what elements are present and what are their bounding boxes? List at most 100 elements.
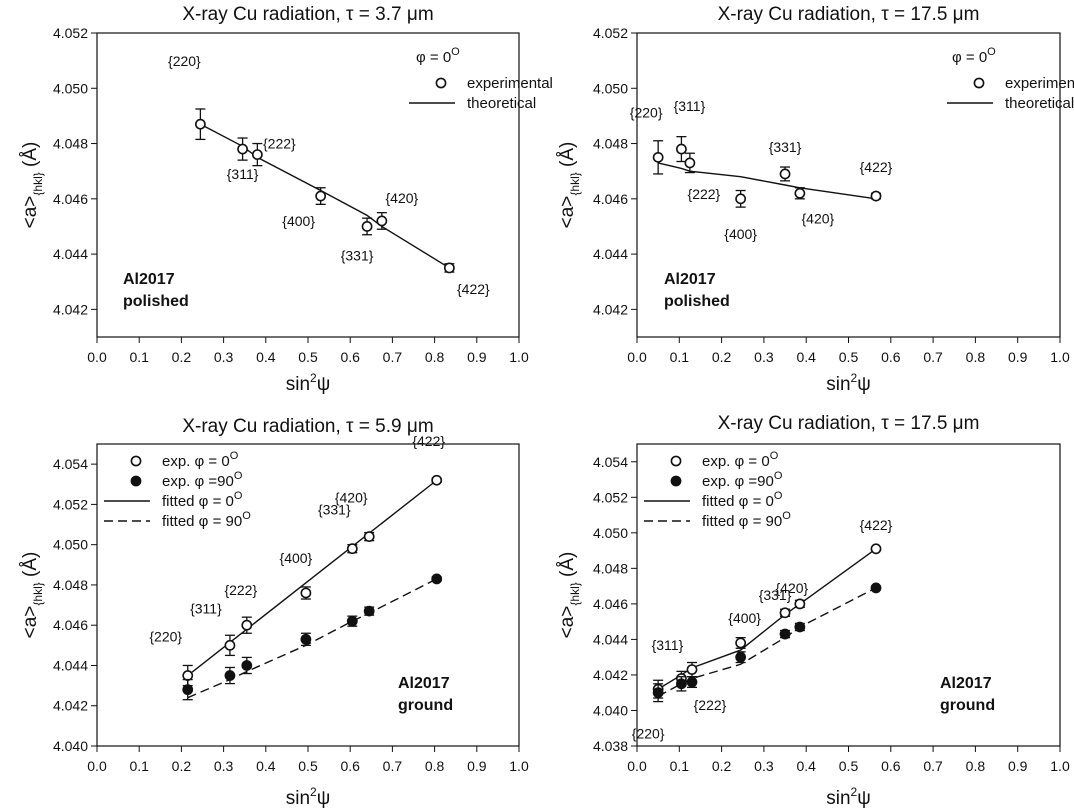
legend-marker bbox=[670, 475, 682, 487]
hkl-label: {220} bbox=[632, 726, 665, 742]
hkl-label: {422} bbox=[860, 159, 893, 175]
hkl-label: {331} bbox=[341, 247, 374, 263]
y-tick-label: 4.044 bbox=[593, 631, 628, 647]
hkl-label: {311} bbox=[190, 600, 222, 616]
y-tick-label: 4.050 bbox=[53, 80, 88, 96]
x-axis-label: sin2ψ bbox=[286, 785, 331, 809]
x-tick-label: 0.3 bbox=[754, 349, 774, 365]
hkl-label: {331} bbox=[769, 139, 802, 155]
hkl-label: {220} bbox=[168, 53, 201, 69]
y-tick-label: 4.042 bbox=[593, 667, 628, 683]
data-point bbox=[182, 684, 194, 696]
legend-label: experimental bbox=[1005, 75, 1074, 92]
legend-marker bbox=[670, 455, 682, 467]
data-point bbox=[779, 628, 791, 640]
x-tick-label: 0.9 bbox=[467, 758, 487, 774]
legend-label: fitted φ = 90O bbox=[162, 510, 251, 530]
y-tick-label: 4.040 bbox=[593, 702, 628, 718]
x-tick-label: 0.7 bbox=[923, 349, 943, 365]
y-tick-label: 4.038 bbox=[593, 738, 628, 754]
chart-title: X-ray Cu radiation, τ = 3.7 μm bbox=[182, 4, 433, 25]
data-point bbox=[779, 607, 791, 619]
x-tick-label: 0.2 bbox=[712, 349, 732, 365]
hkl-label: {331} bbox=[318, 502, 351, 518]
data-point bbox=[363, 531, 375, 543]
data-point bbox=[870, 543, 882, 555]
x-tick-label: 0.3 bbox=[214, 349, 234, 365]
y-tick-label: 4.052 bbox=[593, 489, 628, 505]
hkl-label: {400} bbox=[282, 213, 315, 229]
sample-label: Al2017 bbox=[940, 675, 992, 692]
hkl-label: {331} bbox=[759, 587, 792, 603]
legend-marker bbox=[130, 475, 142, 487]
plot-frame bbox=[96, 32, 520, 338]
x-tick-label: 0.7 bbox=[383, 758, 403, 774]
chart-title: X-ray Cu radiation, τ = 17.5 μm bbox=[718, 413, 980, 434]
y-axis-label: <a>{hkl} (Å) bbox=[557, 142, 582, 229]
hkl-label: {311} bbox=[652, 637, 684, 653]
x-tick-label: 1.0 bbox=[509, 758, 529, 774]
data-point bbox=[194, 118, 206, 130]
x-tick-label: 0.8 bbox=[966, 349, 986, 365]
y-axis-label: <a>{hkl} (Å) bbox=[20, 142, 45, 229]
x-tick-label: 0.6 bbox=[340, 349, 360, 365]
chart-panel-2: X-ray Cu radiation, τ = 17.5 μm 0.0 0.1 0.2… bbox=[557, 4, 1074, 395]
data-point bbox=[676, 143, 687, 155]
hkl-label: {420} bbox=[335, 490, 368, 506]
y-tick-label: 4.044 bbox=[53, 246, 88, 262]
x-tick-label: 0.6 bbox=[881, 758, 901, 774]
chart-panel-3: X-ray Cu radiation, τ = 5.9 μm 0.0 0.1 0.2 0… bbox=[20, 416, 529, 809]
y-tick-label: 4.048 bbox=[53, 136, 88, 152]
x-tick-label: 0.4 bbox=[796, 349, 816, 365]
data-point bbox=[794, 621, 806, 633]
hkl-label: {220} bbox=[630, 104, 663, 120]
y-tick-label: 4.054 bbox=[593, 454, 628, 470]
data-point bbox=[224, 670, 236, 681]
x-tick-label: 0.4 bbox=[256, 349, 276, 365]
x-tick-label: 0.9 bbox=[467, 349, 487, 365]
hkl-label: {420} bbox=[801, 210, 834, 226]
data-point bbox=[735, 637, 747, 649]
x-tick-label: 0.2 bbox=[172, 349, 192, 365]
y-tick-label: 4.040 bbox=[53, 738, 88, 754]
data-point bbox=[443, 262, 455, 274]
data-point bbox=[684, 157, 696, 169]
data-point bbox=[361, 221, 373, 232]
data-point bbox=[652, 687, 664, 699]
y-axis-label: <a>{hkl} (Å) bbox=[20, 552, 45, 639]
x-tick-label: 0.8 bbox=[966, 758, 986, 774]
hkl-label: {222} bbox=[694, 697, 727, 713]
sample-label: ground bbox=[398, 697, 453, 714]
legend-label: fitted φ = 90O bbox=[702, 510, 791, 530]
data-point bbox=[686, 664, 698, 676]
y-tick-label: 4.046 bbox=[593, 191, 628, 207]
data-point bbox=[241, 619, 253, 631]
x-tick-label: 1.0 bbox=[509, 349, 529, 365]
chart-panel-1: X-ray Cu radiation, τ = 3.7 μm 0.0 0.1 0.2 0… bbox=[20, 4, 553, 395]
y-tick-label: 4.044 bbox=[593, 246, 628, 262]
legend-label: exp. φ =90O bbox=[702, 470, 783, 490]
data-point bbox=[300, 587, 312, 599]
hkl-label: {222} bbox=[263, 136, 296, 152]
hkl-label: {311} bbox=[227, 166, 259, 182]
data-point bbox=[251, 149, 263, 160]
data-point bbox=[652, 151, 664, 163]
hkl-label: {222} bbox=[224, 582, 257, 598]
y-tick-label: 4.048 bbox=[593, 136, 628, 152]
x-tick-label: 0.9 bbox=[1008, 758, 1028, 774]
hkl-label: {400} bbox=[280, 550, 313, 566]
legend-marker bbox=[973, 77, 985, 89]
x-tick-label: 0.5 bbox=[298, 349, 318, 365]
sample-label: Al2017 bbox=[664, 271, 716, 288]
data-point bbox=[346, 615, 358, 627]
x-tick-label: 0.4 bbox=[256, 758, 276, 774]
y-tick-label: 4.050 bbox=[53, 537, 88, 553]
x-tick-label: 0.1 bbox=[670, 349, 690, 365]
data-point bbox=[686, 676, 698, 688]
data-point bbox=[182, 670, 194, 681]
phi-note: φ = 0O bbox=[952, 46, 996, 66]
data-point bbox=[431, 474, 443, 486]
y-tick-label: 4.052 bbox=[593, 25, 628, 41]
y-tick-label: 4.042 bbox=[53, 301, 88, 317]
chart-title: X-ray Cu radiation, τ = 5.9 μm bbox=[182, 416, 433, 437]
